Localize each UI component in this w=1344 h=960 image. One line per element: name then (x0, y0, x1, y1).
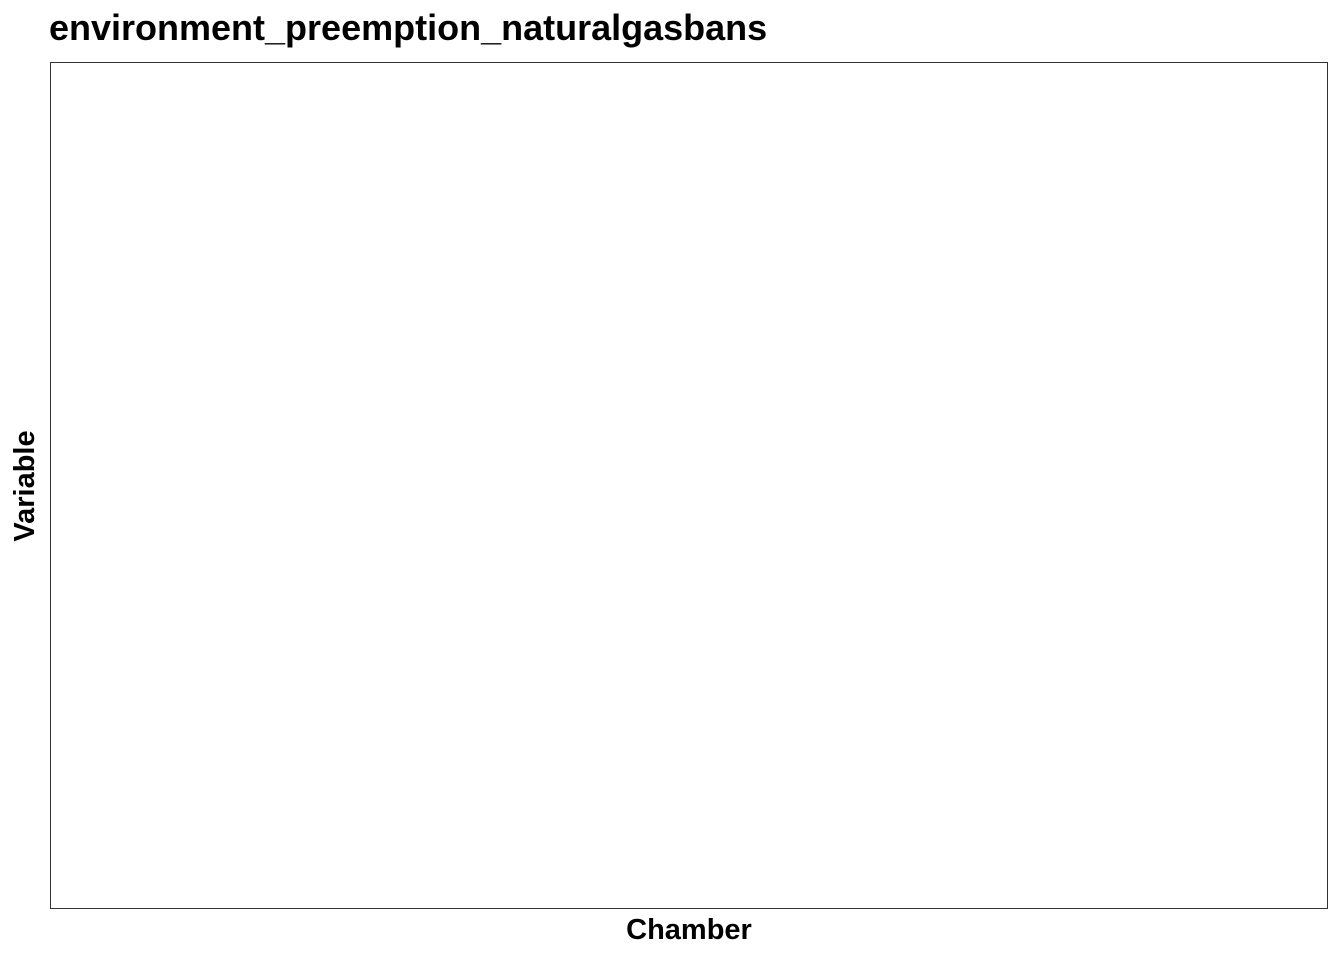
chart-title: environment_preemption_naturalgasbans (49, 7, 768, 48)
x-axis-label: Chamber (626, 914, 752, 946)
plot-panel (50, 62, 1328, 909)
y-axis-label: Variable (9, 430, 41, 542)
